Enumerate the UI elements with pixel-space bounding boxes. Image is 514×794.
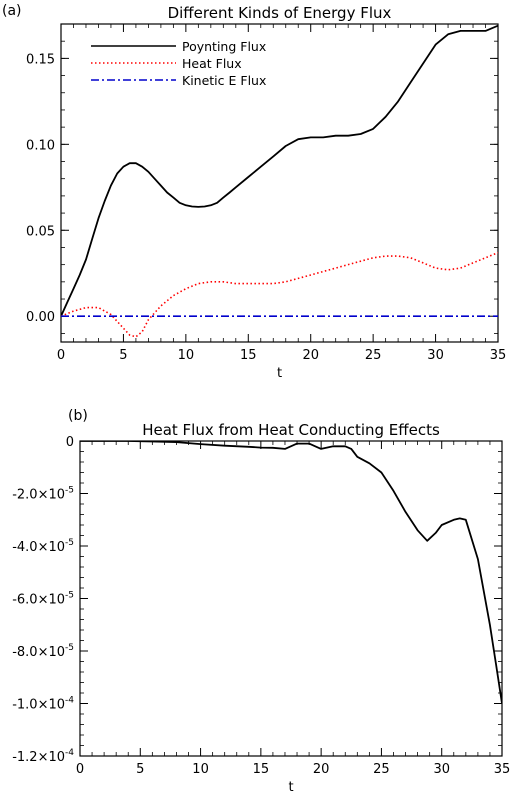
x-tick-label: 10 (192, 762, 209, 777)
x-tick-label: 25 (365, 348, 382, 363)
x-tick-label: 0 (57, 348, 65, 363)
chart-title: Different Kinds of Energy Flux (168, 4, 392, 22)
x-tick-label: 15 (240, 348, 257, 363)
series-line-heat-flux (61, 251, 498, 338)
x-tick-label: 20 (302, 348, 319, 363)
chart-title: Heat Flux from Heat Conducting Effects (142, 421, 440, 439)
y-tick-exponent: -4 (65, 748, 74, 758)
plot-frame (79, 440, 503, 757)
y-tick-exponent: -5 (65, 538, 74, 548)
series-line-series (80, 441, 502, 704)
y-tick-mantissa: -1.2×10 (12, 750, 65, 765)
legend: Poynting Flux Heat Flux Kinetic E Flux (91, 39, 266, 88)
x-tick-label: 15 (253, 762, 270, 777)
y-tick-mantissa: -6.0×10 (12, 593, 65, 608)
y-tick-exponent: -4 (65, 696, 74, 706)
x-tick-label: 0 (76, 762, 84, 777)
y-tick-label: -1.2×10-4 (12, 748, 74, 765)
y-tick-label: -6.0×10-5 (12, 591, 74, 608)
chart-panel-b: (b) Heat Flux from Heat Conducting Effect… (12, 408, 510, 794)
plot-frame (60, 23, 499, 343)
y-tick-label: 0.15 (26, 52, 55, 67)
x-tick-label: 20 (313, 762, 330, 777)
x-tick-label: 25 (373, 762, 390, 777)
x-tick-label: 30 (427, 348, 444, 363)
series-line-poynting-flux (61, 24, 498, 317)
y-tick-mantissa: -4.0×10 (12, 540, 65, 555)
y-tick-exponent: -5 (65, 486, 74, 496)
y-tick-mantissa: -1.0×10 (12, 698, 65, 713)
legend-label: Poynting Flux (182, 39, 266, 54)
legend-label: Heat Flux (182, 56, 242, 71)
y-tick-label: 0.10 (26, 138, 55, 153)
y-tick-mantissa: -2.0×10 (12, 488, 65, 503)
x-axis-label: t (288, 780, 293, 794)
y-tick-exponent: -5 (65, 643, 74, 653)
x-tick-label: 35 (490, 348, 507, 363)
x-tick-label: 30 (433, 762, 450, 777)
y-tick-label: -8.0×10-5 (12, 643, 74, 660)
x-tick-label: 5 (119, 348, 127, 363)
legend-label: Kinetic E Flux (182, 73, 266, 88)
x-tick-label: 10 (178, 348, 195, 363)
y-tick-label: 0.05 (26, 224, 55, 239)
chart-panel-a: (a) Different Kinds of Energy Flux 0 5 10 15 2… (2, 3, 506, 381)
y-tick-mantissa: -8.0×10 (12, 645, 65, 660)
y-tick-exponent: -5 (65, 591, 74, 601)
y-tick-label: -4.0×10-5 (12, 538, 74, 555)
panel-label: (a) (2, 3, 22, 19)
y-tick-label: 0 (66, 435, 74, 450)
y-tick-mantissa: 0 (66, 435, 74, 450)
x-axis-label: t (277, 366, 282, 381)
y-tick-label: 0.00 (26, 310, 55, 325)
x-tick-label: 35 (494, 762, 511, 777)
panel-label: (b) (68, 408, 88, 424)
x-tick-label: 5 (136, 762, 144, 777)
y-tick-label: -1.0×10-4 (12, 696, 74, 713)
y-tick-label: -2.0×10-5 (12, 486, 74, 503)
